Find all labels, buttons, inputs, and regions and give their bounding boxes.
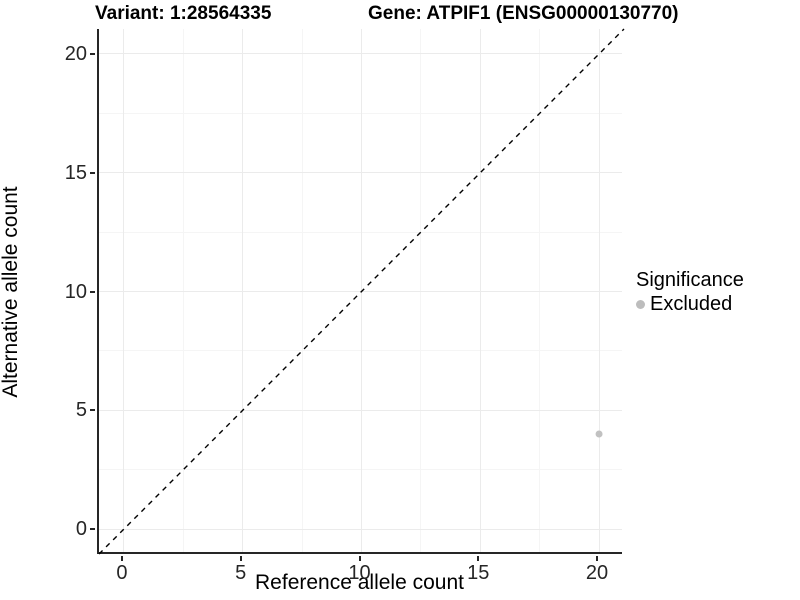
excluded-point-icon [636, 300, 645, 309]
gridline-y-minor [99, 350, 622, 352]
gridline-x-major [361, 29, 362, 552]
y-tick-mark [90, 171, 95, 174]
gridline-x-major [123, 29, 125, 552]
gridline-x-major [242, 29, 244, 552]
x-tick-label: 5 [235, 562, 247, 584]
x-tick-label: 20 [585, 562, 609, 584]
gridline-x-minor [301, 29, 303, 552]
y-tick-label: 5 [75, 399, 87, 422]
gridline-y-major [99, 53, 622, 55]
gridline-x-major [598, 29, 600, 552]
plot-title-variant: Variant: 1:28564335 [95, 3, 272, 24]
legend-entry-label: Excluded [650, 293, 733, 315]
gridline-y-minor [99, 112, 622, 114]
x-tick-label: 10 [348, 562, 371, 584]
x-tick-mark [477, 556, 480, 561]
gridline-x-minor [420, 29, 422, 552]
x-tick-mark [120, 556, 123, 561]
gridline-y-minor [99, 469, 622, 471]
y-tick-label: 0 [75, 518, 87, 541]
x-tick-mark [239, 556, 242, 561]
identity-dashed-line [98, 28, 625, 555]
legend: Significance Excluded [636, 269, 744, 316]
gridline-x-minor [182, 29, 184, 552]
x-axis-title: Reference allele count [255, 571, 464, 594]
gridline-y-major [99, 291, 622, 292]
x-tick-label: 15 [467, 562, 490, 584]
gridline-x-minor [539, 29, 541, 552]
x-tick-label: 0 [116, 562, 128, 584]
gridline-y-major [99, 172, 622, 174]
data-point [595, 430, 603, 438]
plot-panel [97, 28, 625, 555]
y-axis-title: Alternative allele count [0, 186, 22, 398]
x-tick-mark [596, 556, 599, 561]
y-tick-mark [90, 52, 95, 55]
y-tick-label: 15 [64, 161, 87, 184]
x-tick-mark [358, 556, 361, 561]
y-tick-mark [90, 528, 95, 531]
gridline-y-major [99, 409, 622, 411]
y-tick-mark [90, 290, 95, 293]
plot-layer [98, 28, 625, 555]
y-tick-label: 20 [64, 42, 87, 65]
plot-title-gene: Gene: ATPIF1 (ENSG00000130770) [368, 3, 679, 24]
legend-title: Significance [636, 269, 744, 291]
gridline-x-major [479, 29, 481, 552]
gridline-y-minor [99, 231, 622, 233]
y-tick-label: 10 [64, 280, 87, 303]
gridline-y-major [99, 528, 622, 530]
legend-entry-excluded: Excluded [636, 293, 744, 316]
y-tick-mark [90, 409, 95, 412]
